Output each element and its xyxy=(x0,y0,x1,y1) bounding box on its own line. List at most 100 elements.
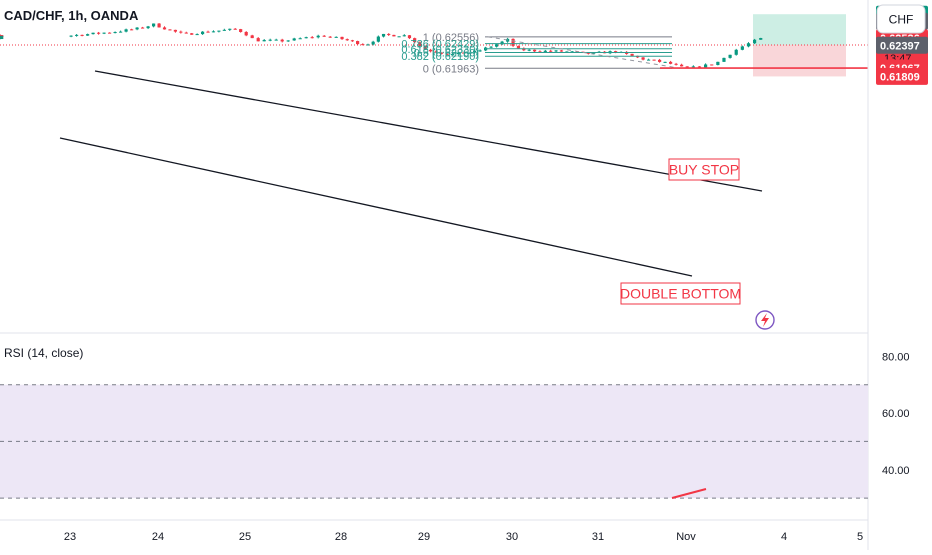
candle xyxy=(361,43,365,46)
candle xyxy=(350,39,355,42)
currency-label: CHF xyxy=(889,13,914,27)
time-tick-label: 28 xyxy=(335,531,347,543)
candle xyxy=(413,37,417,44)
candle xyxy=(162,26,167,30)
candle xyxy=(429,48,433,53)
candle xyxy=(113,31,117,34)
currency-button[interactable]: CHF xyxy=(876,4,926,34)
candle xyxy=(328,36,332,38)
rsi-tick-label: 40.00 xyxy=(882,465,910,477)
candle xyxy=(91,32,95,35)
candle xyxy=(298,37,302,40)
candle xyxy=(423,45,427,50)
stop-zone[interactable] xyxy=(753,44,846,77)
candle xyxy=(691,65,695,68)
time-tick-label: 24 xyxy=(152,531,164,543)
candle xyxy=(434,50,438,54)
candle xyxy=(356,40,360,45)
candle xyxy=(451,53,455,56)
candle xyxy=(647,58,651,61)
candle xyxy=(392,34,396,37)
candle xyxy=(124,28,128,33)
candle xyxy=(495,43,499,48)
channel-upper-line[interactable] xyxy=(94,70,763,192)
fib-trend-line[interactable] xyxy=(487,36,681,69)
candle xyxy=(334,36,338,38)
buy-stop-label[interactable]: BUY STOP xyxy=(668,158,740,181)
target-zone[interactable] xyxy=(753,14,846,45)
candle xyxy=(387,33,391,36)
candle xyxy=(402,34,406,37)
fib-level-label: 0.5 (0.62260) xyxy=(414,48,479,60)
time-tick-label: 29 xyxy=(418,531,430,543)
candle xyxy=(663,61,667,64)
candle xyxy=(440,52,444,55)
fib-level-label: 1 (0.62556) xyxy=(423,32,479,44)
candle xyxy=(559,49,564,52)
candle xyxy=(286,40,290,42)
lightning-icon[interactable] xyxy=(755,310,775,330)
candle xyxy=(268,38,272,42)
candle xyxy=(407,35,412,39)
candle xyxy=(716,61,720,66)
candle xyxy=(685,66,689,68)
time-tick-label: 31 xyxy=(592,531,604,543)
candle xyxy=(130,28,134,31)
fib-level-label: 0.382 (0.62190) xyxy=(401,51,479,63)
candle xyxy=(206,30,210,33)
time-tick-label: 25 xyxy=(239,531,251,543)
candle xyxy=(516,45,521,49)
fib-level-label: 0.786 (0.62429) xyxy=(401,39,479,51)
candle xyxy=(728,54,732,59)
fib-level-label: 0.618 (0.62330) xyxy=(401,44,479,56)
candle xyxy=(397,36,401,38)
candle xyxy=(222,28,226,31)
candle xyxy=(97,31,101,35)
candle xyxy=(211,30,216,33)
rsi-title: RSI (14, close) xyxy=(4,346,83,360)
candle xyxy=(722,57,726,62)
candle xyxy=(217,30,221,33)
channel-lower-line[interactable] xyxy=(59,137,693,277)
candle xyxy=(489,46,493,49)
candle xyxy=(146,25,150,30)
time-tick-label: Nov xyxy=(676,531,696,543)
candle xyxy=(316,34,320,39)
candle xyxy=(86,33,90,36)
time-tick-label: 5 xyxy=(857,531,863,543)
candle xyxy=(157,23,161,28)
candle xyxy=(0,36,4,39)
candle xyxy=(740,45,744,51)
candle xyxy=(168,29,172,31)
candle xyxy=(511,38,515,48)
price-tag: 0.61809 xyxy=(876,67,928,85)
candle xyxy=(734,48,738,56)
candle-series xyxy=(0,23,763,69)
candle xyxy=(674,62,678,66)
candle xyxy=(80,34,84,37)
candle xyxy=(233,27,237,30)
candle xyxy=(746,42,751,48)
candle xyxy=(184,31,188,34)
double-bottom-label[interactable]: DOUBLE BOTTOM xyxy=(620,282,741,305)
candle xyxy=(658,58,662,63)
candle xyxy=(152,23,156,28)
svg-text:0.61809: 0.61809 xyxy=(880,71,920,83)
svg-text:DOUBLE BOTTOM: DOUBLE BOTTOM xyxy=(620,286,741,302)
candle xyxy=(179,30,183,34)
candle xyxy=(554,50,558,53)
rsi-tick-label: 60.00 xyxy=(882,408,910,420)
time-tick-label: 4 xyxy=(781,531,787,543)
fib-level-label: 0 (0.61963) xyxy=(423,63,479,75)
candle xyxy=(641,57,645,61)
candle xyxy=(467,52,471,54)
candle xyxy=(102,32,106,35)
candle xyxy=(0,36,4,39)
candle xyxy=(680,63,684,67)
candle xyxy=(141,26,145,29)
candle xyxy=(473,49,477,54)
time-tick-label: 23 xyxy=(64,531,76,543)
price-tag: 0.62397 xyxy=(876,36,928,54)
candle xyxy=(456,52,460,55)
